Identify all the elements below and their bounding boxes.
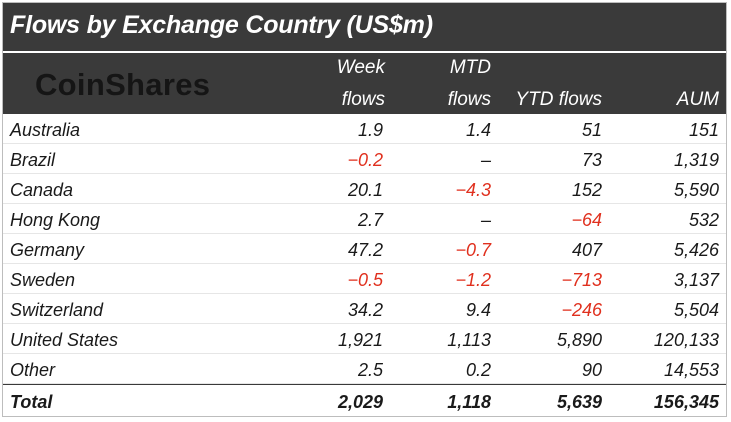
cell-country: Canada: [10, 180, 74, 200]
header-aum: AUM: [676, 89, 719, 110]
cell-mtd-flows: 1.4: [465, 120, 491, 140]
cell-country: Germany: [10, 240, 85, 260]
cell-ytd-flows: 5,890: [556, 330, 602, 350]
cell-aum: 14,553: [663, 360, 719, 380]
table-row: Other 2.5 0.2 90 14,553: [3, 354, 726, 384]
cell-country: Other: [10, 360, 56, 380]
cell-aum: 5,590: [673, 180, 719, 200]
cell-aum: 5,504: [673, 300, 719, 320]
cell-aum: 151: [688, 120, 719, 140]
cell-ytd-flows: 152: [571, 180, 602, 200]
cell-country: United States: [10, 330, 119, 350]
cell-mtd-flows: 0.2: [465, 360, 491, 380]
cell-week-flows: −0.2: [347, 150, 383, 170]
cell-week-flows: 2.7: [357, 210, 383, 230]
cell-country: Hong Kong: [10, 210, 101, 230]
cell-ytd-flows: 90: [581, 360, 602, 380]
cell-week-flows: −0.5: [347, 270, 383, 290]
table-title: Flows by Exchange Country (US$m): [10, 11, 433, 39]
total-week-flows: 2,029: [337, 392, 383, 412]
cell-aum: 532: [688, 210, 719, 230]
cell-mtd-flows: −4.3: [455, 180, 491, 200]
cell-mtd-flows: –: [480, 210, 491, 230]
cell-country: Switzerland: [10, 300, 104, 320]
cell-aum: 5,426: [673, 240, 719, 260]
table-row: Canada 20.1 −4.3 152 5,590: [3, 174, 726, 204]
cell-aum: 120,133: [653, 330, 719, 350]
cell-mtd-flows: –: [480, 150, 491, 170]
header-week-line1: Week: [336, 57, 385, 78]
table-row: Hong Kong 2.7 – −64 532: [3, 204, 726, 234]
cell-mtd-flows: 9.4: [465, 300, 491, 320]
table-header: Flows by Exchange Country (US$m) CoinSha…: [3, 3, 726, 114]
cell-ytd-flows: 407: [571, 240, 602, 260]
header-week-line2: flows: [341, 89, 385, 110]
cell-country: Brazil: [10, 150, 56, 170]
table-row: Germany 47.2 −0.7 407 5,426: [3, 234, 726, 264]
cell-ytd-flows: 51: [581, 120, 602, 140]
cell-ytd-flows: 73: [581, 150, 602, 170]
cell-week-flows: 20.1: [347, 180, 383, 200]
table-row: Sweden −0.5 −1.2 −713 3,137: [3, 264, 726, 294]
table-row: United States 1,921 1,113 5,890 120,133: [3, 324, 726, 354]
cell-mtd-flows: −0.7: [455, 240, 491, 260]
table-body: Australia 1.9 1.4 51 151 Brazil −0.2 – 73 1,319 Ca…: [3, 114, 726, 417]
cell-week-flows: 2.5: [357, 360, 383, 380]
cell-week-flows: 47.2: [347, 240, 383, 260]
coinshares-logo: CoinShares: [35, 67, 211, 102]
total-ytd-flows: 5,639: [556, 392, 602, 412]
table-row: Switzerland 34.2 9.4 −246 5,504: [3, 294, 726, 324]
total-row: Total 2,029 1,118 5,639 156,345: [3, 384, 726, 417]
cell-week-flows: 1.9: [357, 120, 383, 140]
cell-mtd-flows: 1,113: [447, 330, 491, 350]
cell-country: Sweden: [10, 270, 76, 290]
flows-table: Flows by Exchange Country (US$m) CoinSha…: [2, 2, 727, 417]
total-aum: 156,345: [653, 392, 719, 412]
cell-mtd-flows: −1.2: [455, 270, 491, 290]
header-mtd-line2: flows: [447, 89, 491, 110]
total-label: Total: [10, 392, 53, 412]
header-mtd-line1: MTD: [449, 57, 491, 78]
cell-aum: 1,319: [673, 150, 719, 170]
table-row: Australia 1.9 1.4 51 151: [3, 114, 726, 144]
cell-ytd-flows: −64: [571, 210, 602, 230]
cell-ytd-flows: −713: [561, 270, 602, 290]
cell-country: Australia: [10, 120, 81, 140]
cell-ytd-flows: −246: [561, 300, 602, 320]
header-ytd: YTD flows: [515, 89, 602, 110]
table-row: Brazil −0.2 – 73 1,319: [3, 144, 726, 174]
cell-week-flows: 34.2: [347, 300, 383, 320]
cell-week-flows: 1,921: [337, 330, 383, 350]
cell-aum: 3,137: [673, 270, 719, 290]
total-mtd-flows: 1,118: [447, 392, 491, 412]
title-divider: [3, 51, 726, 53]
